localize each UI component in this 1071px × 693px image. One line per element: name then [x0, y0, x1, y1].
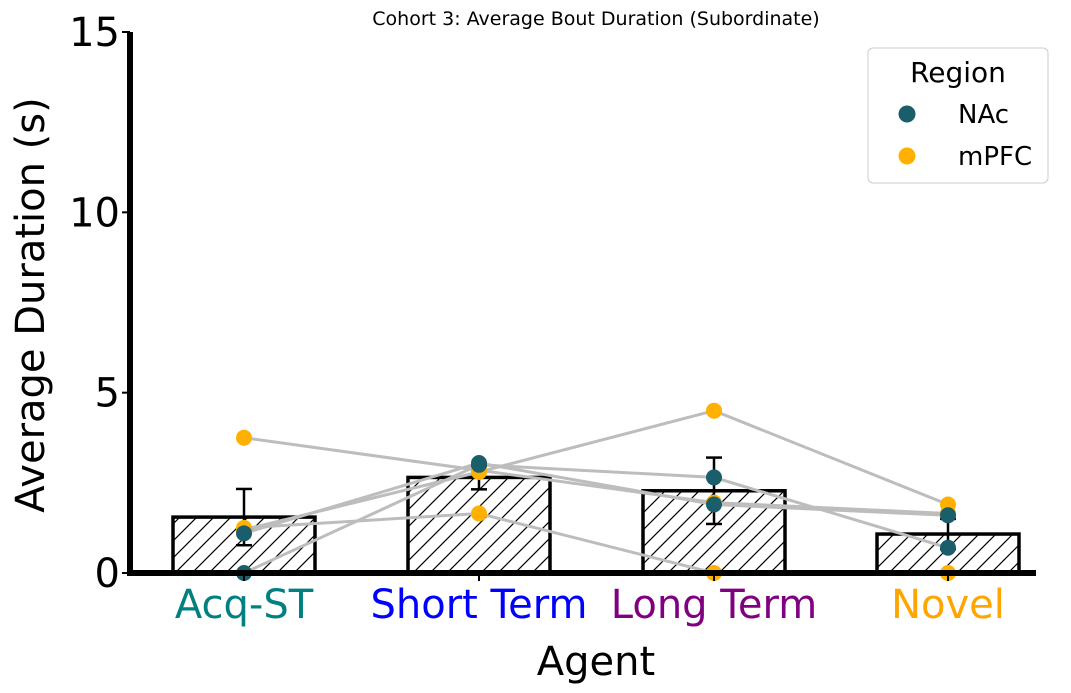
data-point	[940, 507, 956, 524]
legend-marker	[898, 105, 916, 123]
subject-line	[243, 511, 948, 575]
legend-label: NAc	[958, 100, 1009, 130]
data-point	[706, 402, 722, 419]
subject-line	[243, 409, 949, 532]
y-tick-label: 15	[69, 10, 120, 56]
legend-title: Region	[910, 56, 1006, 89]
data-point	[471, 454, 487, 471]
data-point	[236, 429, 252, 446]
x-tick-label: Long Term	[611, 582, 817, 628]
data-point	[706, 496, 722, 513]
paired-lines-layer	[243, 409, 949, 575]
data-point	[706, 469, 722, 486]
data-points-layer	[236, 402, 956, 581]
data-point	[471, 505, 487, 522]
x-tick-label: Novel	[891, 582, 1005, 628]
y-tick-label: 5	[95, 371, 120, 417]
x-tick-label: Acq-ST	[175, 582, 314, 628]
y-axis-label: Average Duration (s)	[8, 97, 54, 512]
y-tick-label: 10	[69, 190, 120, 236]
x-tick-label: Short Term	[370, 582, 587, 628]
x-axis-label: Agent	[537, 639, 655, 685]
subject-line	[243, 436, 949, 515]
y-tick-label: 0	[95, 551, 120, 597]
legend-marker	[898, 147, 916, 165]
axes-layer	[122, 31, 1036, 581]
legend-frame	[867, 47, 1049, 184]
subject-line	[243, 461, 949, 535]
legend-label: mPFC	[958, 142, 1032, 172]
tick-labels-layer: 0 5 10 15 Acq-ST Short Term Long Term Novel	[69, 10, 1005, 628]
data-point	[940, 539, 956, 556]
legend: Region NAc mPFC	[867, 47, 1049, 184]
chart-title: Cohort 3: Average Bout Duration (Subordi…	[372, 8, 819, 30]
data-point	[236, 525, 252, 542]
subject-line	[243, 463, 949, 575]
